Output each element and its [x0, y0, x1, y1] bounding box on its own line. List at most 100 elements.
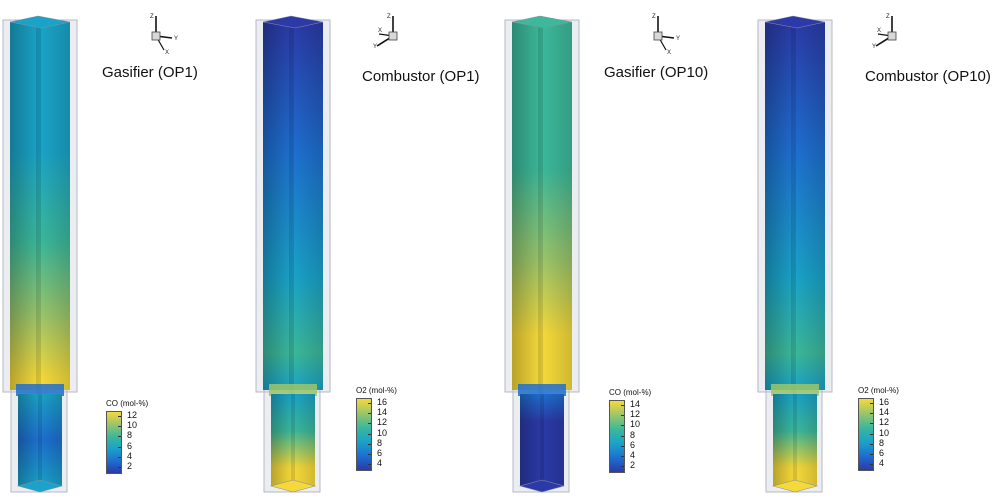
legend-tick-mark	[368, 433, 371, 435]
reactor-top-cap	[511, 15, 573, 29]
legend-tick-mark	[870, 464, 873, 466]
legend-tick-mark	[870, 403, 873, 404]
internal-plate	[538, 16, 543, 394]
svg-text:X: X	[667, 50, 671, 54]
transition-band	[518, 384, 566, 396]
svg-text:Z: Z	[652, 14, 656, 20]
legend-tick-label: 10	[630, 419, 641, 430]
reactor-upper-shading	[263, 22, 323, 390]
reactor-top-cap	[262, 15, 324, 29]
legend-tick-label: 8	[127, 430, 133, 441]
legend-tick-label: 10	[377, 427, 388, 438]
legend-tick-mark	[621, 456, 624, 457]
panel-combustor-op10: Z Y X Combustor (OP10) O2 (mol-%) 16 14 12 10 8…	[753, 0, 1004, 502]
panel-title: Gasifier (OP1)	[102, 64, 198, 81]
internal-plate-lower	[540, 394, 544, 490]
legend-tick-mark	[621, 425, 624, 427]
legend-title: CO (mol-%)	[609, 388, 652, 397]
legend-tick-label: 12	[630, 409, 641, 420]
legend-tick-label: 4	[630, 450, 636, 460]
legend-tick-label: 4	[127, 450, 133, 461]
legend-tick-mark	[621, 415, 624, 417]
panel-title: Combustor (OP10)	[865, 68, 991, 85]
legend-tick-mark	[118, 416, 121, 417]
legend-tick-mark	[870, 423, 873, 425]
reactor-bottom-cap	[16, 479, 64, 493]
svg-text:X: X	[378, 28, 382, 34]
svg-text:X: X	[877, 28, 881, 34]
internal-plate	[791, 16, 796, 394]
legend-tick-label: 6	[879, 448, 885, 458]
legend-tick-mark	[870, 433, 873, 435]
legend-tick-mark	[368, 403, 371, 404]
axis-triad-icon: Z Y X	[872, 14, 897, 50]
legend-tick-mark	[368, 423, 371, 425]
reactor-lower-shading	[773, 394, 817, 486]
reactor-gasifier-op1	[2, 15, 78, 493]
legend-color-bar	[609, 400, 625, 474]
legend-tick-mark	[118, 436, 121, 438]
legend-tick-label: 12	[377, 417, 388, 428]
reactor-combustor-op10	[757, 15, 833, 493]
reactor-lower-shading	[271, 394, 315, 486]
svg-text:Y: Y	[872, 44, 876, 50]
legend-tick-mark	[870, 413, 873, 415]
transition-band	[16, 384, 64, 396]
svg-text:X: X	[165, 50, 169, 54]
legend-color-bar	[356, 398, 372, 472]
legend-tick-label: 12	[127, 410, 138, 420]
internal-plate-lower	[291, 394, 295, 490]
svg-text:Y: Y	[373, 44, 377, 50]
legend-tick-label: 8	[879, 437, 885, 448]
svg-text:Z: Z	[886, 14, 890, 20]
reactor-bottom-cap	[518, 479, 566, 493]
axis-triad-icon: Z Y X	[150, 14, 178, 54]
transition-band	[771, 384, 819, 396]
reactor-upper-shading	[10, 22, 70, 390]
legend-tick-mark	[621, 445, 624, 447]
legend-tick-mark	[118, 467, 121, 468]
panel-combustor-op1: Z Y X Combustor (OP1) O2 (mol-%) 16 14 12 10 8 6…	[251, 0, 502, 502]
legend-tick-label: 8	[630, 429, 636, 440]
legend-tick-label: 2	[630, 460, 636, 471]
legend-title: O2 (mol-%)	[356, 386, 397, 395]
reactor-top-cap	[764, 15, 826, 29]
legend-tick-mark	[870, 443, 873, 445]
legend-tick-label: 6	[127, 440, 133, 451]
legend-tick-label: 12	[879, 417, 890, 428]
panel-title: Combustor (OP1)	[362, 68, 480, 85]
reactor-upper-shading	[765, 22, 825, 390]
legend-title: CO (mol-%)	[106, 399, 149, 408]
reactor-top-cap	[9, 15, 71, 29]
internal-plate	[36, 16, 41, 394]
reactor-lower-shading	[520, 394, 564, 486]
legend-tick-mark	[368, 454, 371, 455]
panel-gasifier-op10: Z Y X Gasifier (OP10) CO (mol-%) 14 12 10 8 6 4 2	[502, 0, 753, 502]
reactor-combustor-op1	[255, 15, 331, 493]
legend-tick-mark	[118, 456, 121, 458]
svg-text:Y: Y	[676, 36, 680, 42]
legend-tick-mark	[621, 405, 624, 406]
legend-tick-label: 6	[630, 439, 636, 450]
legend-tick-label: 14	[377, 407, 388, 418]
panel-gasifier-op1: Z Y X Gasifier (OP1) CO (mol-%) 12 10 8 6 4 2	[0, 0, 251, 502]
legend-tick-mark	[621, 466, 624, 468]
svg-text:Y: Y	[174, 36, 178, 42]
legend-tick-label: 10	[879, 427, 890, 438]
legend-tick-mark	[118, 446, 121, 448]
legend-tick-label: 16	[879, 397, 890, 407]
internal-plate-lower	[38, 394, 42, 490]
legend-tick-label: 2	[127, 461, 133, 471]
legend-tick-mark	[368, 443, 371, 445]
panel-title: Gasifier (OP10)	[604, 64, 709, 81]
legend-tick-mark	[118, 426, 121, 428]
reactor-lower-shading	[18, 394, 62, 486]
legend-tick-label: 4	[879, 458, 885, 469]
legend-tick-label: 16	[377, 397, 388, 407]
legend-tick-label: 6	[377, 448, 383, 458]
legend-tick-label: 14	[879, 407, 890, 418]
legend-tick-label: 4	[377, 458, 383, 469]
reactor-bottom-cap	[269, 479, 317, 493]
axis-triad-icon: Z Y X	[373, 14, 398, 50]
legend-tick-mark	[621, 435, 624, 437]
